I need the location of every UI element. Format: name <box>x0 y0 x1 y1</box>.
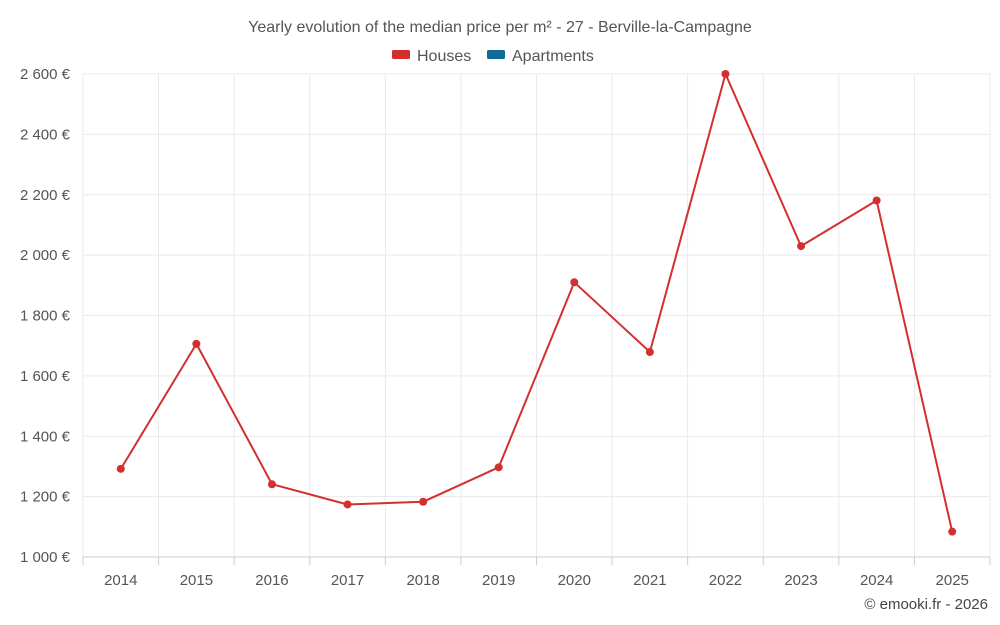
x-tick-label: 2017 <box>331 572 364 589</box>
y-tick-label: 1 400 € <box>20 428 71 445</box>
houses-data-point[interactable] <box>494 463 503 472</box>
houses-data-point[interactable] <box>419 497 428 506</box>
x-tick-label: 2022 <box>709 572 742 589</box>
houses-data-point[interactable] <box>192 339 201 348</box>
legend-label-apartments: Apartments <box>512 48 594 65</box>
houses-data-point[interactable] <box>267 480 276 489</box>
series-houses <box>116 70 957 536</box>
x-tick-label: 2021 <box>633 572 666 589</box>
x-tick-label: 2025 <box>936 572 969 589</box>
x-tick-label: 2024 <box>860 572 893 589</box>
chart-title: Yearly evolution of the median price per… <box>248 19 752 36</box>
x-gridlines <box>82 74 991 557</box>
x-tick-label: 2023 <box>784 572 817 589</box>
houses-data-point[interactable] <box>343 500 352 509</box>
legend-swatch-apartments <box>487 50 505 59</box>
y-tick-label: 1 000 € <box>20 549 71 566</box>
y-axis-tick-labels: 1 000 € 1 200 € 1 400 € 1 600 € 1 800 € 2 000… <box>20 66 71 566</box>
x-axis-ticks <box>82 557 991 565</box>
legend-swatch-houses <box>392 50 410 59</box>
legend: Houses Apartments <box>392 48 594 65</box>
y-tick-label: 2 200 € <box>20 187 71 204</box>
x-tick-label: 2019 <box>482 572 515 589</box>
x-axis-tick-labels: 2014 2015 2016 2017 2018 2019 2020 2021 2022 2023… <box>104 572 969 589</box>
y-tick-label: 1 800 € <box>20 308 71 325</box>
houses-data-point[interactable] <box>570 278 579 287</box>
y-tick-label: 1 200 € <box>20 489 71 506</box>
houses-data-point[interactable] <box>797 242 806 251</box>
houses-data-point[interactable] <box>645 348 654 357</box>
legend-label-houses: Houses <box>417 48 471 65</box>
x-tick-label: 2018 <box>406 572 439 589</box>
houses-data-point[interactable] <box>948 527 957 536</box>
y-tick-label: 2 400 € <box>20 126 71 143</box>
y-tick-label: 2 000 € <box>20 247 71 264</box>
houses-data-point[interactable] <box>721 70 730 78</box>
houses-data-point[interactable] <box>116 464 125 473</box>
credit-text: © emooki.fr - 2026 <box>864 596 988 613</box>
legend-item-apartments[interactable]: Apartments <box>487 48 594 65</box>
y-tick-label: 2 600 € <box>20 66 71 83</box>
x-tick-label: 2014 <box>104 572 137 589</box>
legend-item-houses[interactable]: Houses <box>392 48 471 65</box>
x-tick-label: 2015 <box>180 572 213 589</box>
houses-data-point[interactable] <box>872 196 881 205</box>
x-tick-label: 2020 <box>558 572 591 589</box>
x-tick-label: 2016 <box>255 572 288 589</box>
houses-series-line <box>119 73 954 532</box>
y-tick-label: 1 600 € <box>20 368 71 385</box>
